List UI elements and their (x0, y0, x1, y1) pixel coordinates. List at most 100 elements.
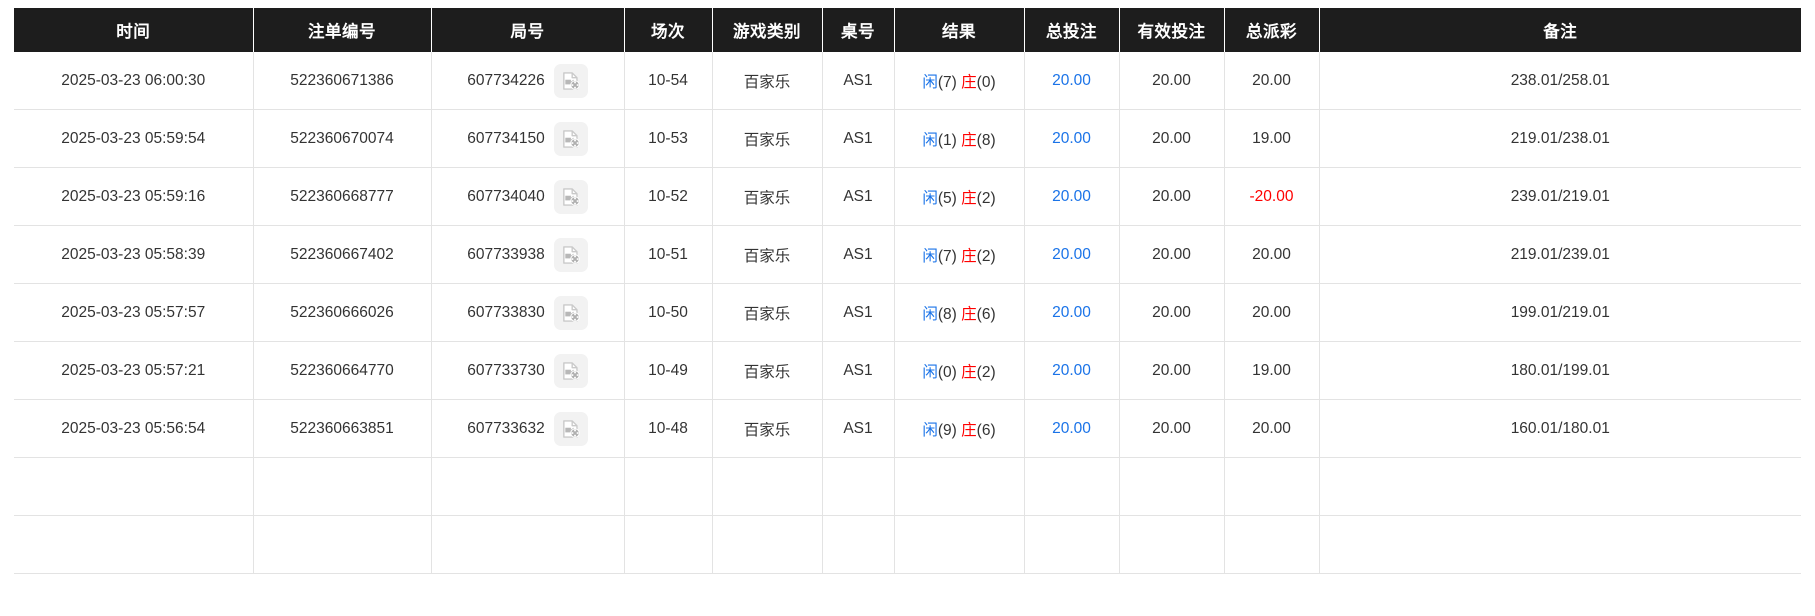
session-value: 10-52 (648, 187, 688, 205)
summary-table-no-cell (822, 515, 895, 574)
cell-session: 10-48 (624, 399, 713, 458)
column-header-table-no[interactable]: 桌号 (822, 8, 895, 52)
total-bet-value[interactable]: 20.00 (1052, 129, 1091, 147)
result-player-points: (0) (937, 363, 957, 381)
bet-no-value: 522360670074 (290, 129, 394, 147)
result-player-label: 闲 (922, 131, 938, 149)
summary-label-cell: 小计 (14, 457, 254, 516)
table-row[interactable]: 2025-03-23 05:59:54 522360670074 607734150… (14, 109, 1801, 168)
total-bet-value[interactable]: 20.00 (1052, 245, 1091, 263)
summary-count-cell: 7 (253, 515, 432, 574)
column-header-bet-no[interactable]: 注单编号 (253, 8, 432, 52)
result-banker-points: (2) (976, 247, 996, 265)
bet-no-value: 522360664770 (290, 361, 394, 379)
table-row[interactable]: 2025-03-23 05:56:54 522360663851 607733632… (14, 399, 1801, 458)
session-value: 10-48 (648, 419, 688, 437)
cell-time: 2025-03-23 05:57:21 (14, 341, 254, 400)
table-row[interactable]: 2025-03-23 05:57:57 522360666026 607733830… (14, 283, 1801, 342)
valid-bet-value: 20.00 (1152, 303, 1191, 321)
time-value: 2025-03-23 05:57:57 (61, 303, 206, 321)
video-replay-icon[interactable] (553, 411, 588, 446)
time-value: 2025-03-23 05:57:21 (61, 361, 206, 379)
cell-valid-bet: 20.00 (1119, 225, 1225, 284)
summary-total-bet-cell: 140.00 (1024, 457, 1120, 516)
cell-remark: 219.01/239.01 (1319, 225, 1801, 284)
cell-payout: 20.00 (1224, 52, 1320, 110)
summary-session-cell (624, 457, 713, 516)
cell-payout: 20.00 (1224, 225, 1320, 284)
total-bet-value[interactable]: 20.00 (1052, 303, 1091, 321)
result-banker-points: (2) (976, 189, 996, 207)
total-bet-value[interactable]: 20.00 (1052, 419, 1091, 437)
remark-value: 160.01/180.01 (1510, 419, 1610, 437)
cell-session: 10-53 (624, 109, 713, 168)
result-player-label: 闲 (922, 421, 938, 439)
summary-row: 总计 7 140.00 140.00 98.00 (14, 515, 1801, 574)
summary-payout-cell: 98.00 (1224, 457, 1320, 516)
total-bet-value[interactable]: 20.00 (1052, 361, 1091, 379)
round-no-wrapper: 607733632 (438, 411, 618, 446)
table-row[interactable]: 2025-03-23 05:57:21 522360664770 607733730… (14, 341, 1801, 400)
cell-total-bet: 20.00 (1024, 167, 1120, 226)
cell-valid-bet: 20.00 (1119, 52, 1225, 110)
cell-game-type: 百家乐 (712, 167, 823, 226)
column-header-result[interactable]: 结果 (894, 8, 1025, 52)
payout-value: 20.00 (1252, 71, 1291, 89)
video-replay-icon[interactable] (553, 63, 588, 98)
total-bet-value[interactable]: 20.00 (1052, 187, 1091, 205)
summary-round-no-cell (431, 457, 625, 516)
cell-round-no: 607733632 (431, 399, 625, 458)
summary-remark-cell (1319, 457, 1801, 516)
column-header-game-type[interactable]: 游戏类别 (712, 8, 823, 52)
cell-total-bet: 20.00 (1024, 399, 1120, 458)
result-player-label: 闲 (922, 363, 938, 381)
round-no-value: 607733632 (467, 419, 545, 437)
cell-table-no: AS1 (822, 225, 895, 284)
table-row[interactable]: 2025-03-23 05:59:16 522360668777 607734040… (14, 167, 1801, 226)
valid-bet-value: 20.00 (1152, 419, 1191, 437)
session-value: 10-49 (648, 361, 688, 379)
column-header-session[interactable]: 场次 (624, 8, 713, 52)
table-header-row: 时间 注单编号 局号 场次 游戏类别 桌号 结果 总投注 有效投注 总派彩 备注 (14, 8, 1801, 52)
video-replay-icon[interactable] (553, 237, 588, 272)
video-replay-icon[interactable] (553, 295, 588, 330)
cell-session: 10-52 (624, 167, 713, 226)
session-value: 10-50 (648, 303, 688, 321)
column-header-time[interactable]: 时间 (14, 8, 254, 52)
table-no-value: AS1 (843, 129, 873, 147)
column-header-total-bet[interactable]: 总投注 (1024, 8, 1120, 52)
table-row[interactable]: 2025-03-23 05:58:39 522360667402 607733938… (14, 225, 1801, 284)
cell-bet-no: 522360663851 (253, 399, 432, 458)
result-banker-label: 庄 (961, 73, 977, 91)
cell-total-bet: 20.00 (1024, 109, 1120, 168)
result-banker-label: 庄 (961, 363, 977, 381)
bet-no-value: 522360671386 (290, 71, 394, 89)
column-header-payout[interactable]: 总派彩 (1224, 8, 1320, 52)
game-type-value: 百家乐 (743, 73, 791, 91)
result-banker-label: 庄 (961, 131, 977, 149)
cell-total-bet: 20.00 (1024, 283, 1120, 342)
video-replay-icon[interactable] (553, 121, 588, 156)
summary-valid-bet: 140.00 (1147, 535, 1196, 553)
payout-value: 20.00 (1252, 419, 1291, 437)
summary-total-bet-cell: 140.00 (1024, 515, 1120, 574)
column-header-valid-bet[interactable]: 有效投注 (1119, 8, 1225, 52)
table-row[interactable]: 2025-03-23 06:00:30 522360671386 607734226… (14, 52, 1801, 110)
column-header-remark[interactable]: 备注 (1319, 8, 1801, 52)
video-replay-icon[interactable] (553, 179, 588, 214)
summary-total-bet: 140.00 (1047, 535, 1096, 553)
remark-value: 239.01/219.01 (1510, 187, 1610, 205)
cell-time: 2025-03-23 05:56:54 (14, 399, 254, 458)
cell-time: 2025-03-23 06:00:30 (14, 52, 254, 110)
round-no-wrapper: 607733938 (438, 237, 618, 272)
cell-remark: 239.01/219.01 (1319, 167, 1801, 226)
column-header-round-no[interactable]: 局号 (431, 8, 625, 52)
result-player-points: (9) (937, 421, 957, 439)
result-banker-label: 庄 (961, 247, 977, 265)
time-value: 2025-03-23 05:59:54 (61, 129, 206, 147)
cell-payout: 19.00 (1224, 341, 1320, 400)
video-replay-icon[interactable] (553, 353, 588, 388)
total-bet-value[interactable]: 20.00 (1052, 71, 1091, 89)
summary-label: 总计 (117, 537, 149, 555)
table-no-value: AS1 (843, 303, 873, 321)
